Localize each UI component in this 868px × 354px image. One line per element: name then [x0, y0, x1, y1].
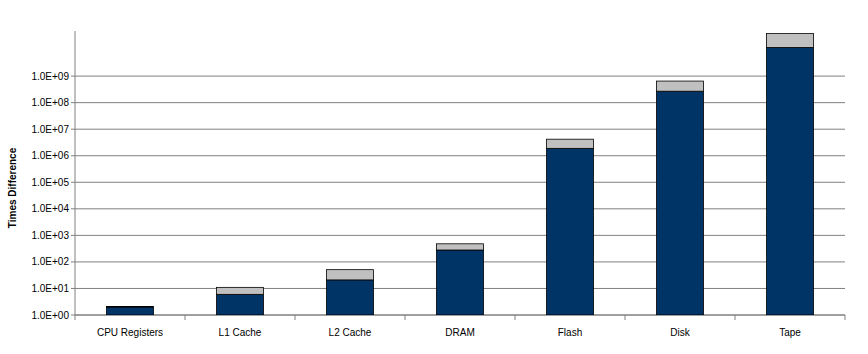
- bar: [107, 307, 154, 315]
- tick-label: 1.0E+06: [31, 150, 69, 161]
- tick-label: 1.0E+02: [31, 256, 69, 267]
- category-tick: [185, 315, 186, 320]
- category-label: Flash: [558, 327, 582, 338]
- tick-mark: [71, 235, 75, 236]
- grid-line: [75, 235, 845, 236]
- tick-mark: [71, 155, 75, 156]
- y-axis: [75, 31, 76, 315]
- bar: [767, 47, 814, 315]
- category-label: L2 Cache: [329, 327, 372, 338]
- tick-label: 1.0E+07: [31, 124, 69, 135]
- bar: [657, 91, 704, 315]
- tick-mark: [71, 76, 75, 77]
- tick-label: 1.0E+00: [31, 310, 69, 321]
- category-tick: [75, 315, 76, 320]
- category-label: CPU Registers: [97, 327, 163, 338]
- category-tick: [405, 315, 406, 320]
- grid-line: [75, 155, 845, 156]
- tick-mark: [71, 288, 75, 289]
- y-axis-title: Times Difference: [7, 147, 18, 228]
- tick-mark: [71, 315, 75, 316]
- tick-mark: [71, 182, 75, 183]
- category-label: DRAM: [445, 327, 474, 338]
- bar: [327, 280, 374, 315]
- bars: [107, 34, 814, 315]
- chart: 1.0E+00 1.0E+01 1.0E+02 1.0E+03 1.0E+04 1.0E+…: [0, 0, 868, 354]
- bar: [437, 244, 484, 250]
- grid-line: [75, 129, 845, 130]
- tick-mark: [71, 208, 75, 209]
- bar: [437, 250, 484, 315]
- category-label: Tape: [779, 327, 801, 338]
- tick-label: 1.0E+03: [31, 230, 69, 241]
- grid-line: [75, 102, 845, 103]
- tick-label: 1.0E+04: [31, 203, 69, 214]
- tick-mark: [71, 261, 75, 262]
- bar: [657, 81, 704, 91]
- bar: [327, 270, 374, 280]
- tick-label: 1.0E+01: [31, 283, 69, 294]
- category-label: L1 Cache: [219, 327, 262, 338]
- tick-label: 1.0E+09: [31, 71, 69, 82]
- category-tick: [625, 315, 626, 320]
- tick-label: 1.0E+08: [31, 97, 69, 108]
- grid-line: [75, 208, 845, 209]
- bar: [767, 34, 814, 48]
- bar: [547, 139, 594, 148]
- category-tick: [515, 315, 516, 320]
- grid-line: [75, 76, 845, 77]
- bar: [547, 148, 594, 315]
- category-tick: [735, 315, 736, 320]
- category-tick: [295, 315, 296, 320]
- category-tick: [845, 315, 846, 320]
- tick-label: 1.0E+05: [31, 177, 69, 188]
- category-label: Disk: [670, 327, 690, 338]
- bar: [217, 294, 264, 315]
- tick-mark: [71, 129, 75, 130]
- tick-mark: [71, 102, 75, 103]
- bar: [217, 287, 264, 294]
- bar: [107, 306, 154, 308]
- grid-line: [75, 182, 845, 183]
